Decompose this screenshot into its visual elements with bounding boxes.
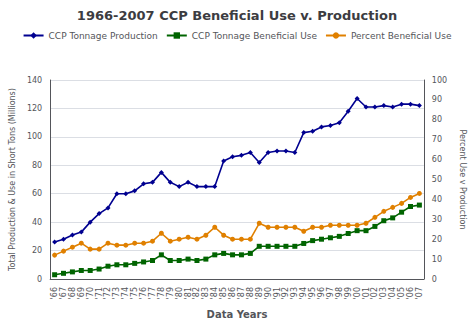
svg-text:100: 100	[432, 76, 447, 85]
svg-text:'68: '68	[68, 287, 77, 299]
svg-text:1966-2007 CCP Beneficial Use v: 1966-2007 CCP Beneficial Use v. Producti…	[77, 8, 397, 23]
svg-text:'66: '66	[50, 287, 59, 299]
svg-text:'98: '98	[335, 287, 344, 299]
svg-text:'72: '72	[103, 287, 112, 299]
svg-text:20: 20	[432, 235, 442, 244]
svg-text:'81: '81	[184, 287, 193, 299]
svg-text:'87: '87	[237, 287, 246, 299]
svg-text:'02: '02	[370, 287, 379, 299]
svg-text:'79: '79	[166, 287, 175, 299]
svg-text:'99: '99	[344, 287, 353, 299]
svg-text:'91: '91	[273, 287, 282, 299]
svg-text:80: 80	[32, 161, 42, 170]
svg-text:CCP Tonnage Production: CCP Tonnage Production	[49, 31, 158, 41]
svg-text:CCP Tonnage Beneficial Use: CCP Tonnage Beneficial Use	[192, 31, 318, 41]
svg-text:'90: '90	[264, 287, 273, 299]
svg-text:'92: '92	[281, 287, 290, 299]
svg-text:10: 10	[432, 255, 442, 264]
svg-text:0: 0	[432, 275, 437, 284]
svg-text:Data Years: Data Years	[207, 309, 268, 320]
svg-text:'00: '00	[353, 287, 362, 299]
svg-text:Percent Beneficial Use: Percent Beneficial Use	[351, 31, 452, 41]
svg-text:'04: '04	[388, 287, 397, 299]
svg-text:'77: '77	[148, 287, 157, 299]
svg-text:'86: '86	[228, 287, 237, 299]
svg-text:90: 90	[432, 95, 442, 104]
svg-text:'74: '74	[121, 287, 130, 299]
svg-text:'70: '70	[86, 287, 95, 299]
svg-text:'82: '82	[192, 287, 201, 299]
svg-text:'95: '95	[308, 287, 317, 299]
svg-text:'93: '93	[290, 287, 299, 299]
svg-text:'73: '73	[112, 287, 121, 299]
svg-text:Percent Use v Production: Percent Use v Production	[458, 130, 467, 230]
svg-text:'69: '69	[77, 287, 86, 299]
svg-text:30: 30	[432, 215, 442, 224]
svg-text:120: 120	[27, 104, 42, 113]
svg-text:'83: '83	[201, 287, 210, 299]
svg-text:'84: '84	[210, 287, 219, 299]
svg-text:'75: '75	[130, 287, 139, 299]
svg-text:0: 0	[37, 275, 42, 284]
svg-text:20: 20	[32, 246, 42, 255]
svg-text:'07: '07	[415, 287, 424, 299]
svg-text:'80: '80	[175, 287, 184, 299]
svg-text:'05: '05	[397, 287, 406, 299]
svg-text:'85: '85	[219, 287, 228, 299]
svg-text:100: 100	[27, 132, 42, 141]
svg-text:60: 60	[432, 155, 442, 164]
svg-text:'94: '94	[299, 287, 308, 299]
svg-text:'03: '03	[379, 287, 388, 299]
svg-text:80: 80	[432, 115, 442, 124]
svg-text:70: 70	[432, 135, 442, 144]
svg-text:Total Production & Use in Shor: Total Production & Use in Short Tons (Mi…	[8, 88, 17, 272]
svg-text:140: 140	[27, 76, 42, 85]
svg-text:'89: '89	[255, 287, 264, 299]
svg-text:'97: '97	[326, 287, 335, 299]
svg-text:60: 60	[32, 189, 42, 198]
svg-text:40: 40	[32, 218, 42, 227]
svg-text:40: 40	[432, 195, 442, 204]
svg-text:'01: '01	[362, 287, 371, 299]
svg-text:'06: '06	[406, 287, 415, 299]
svg-text:50: 50	[432, 175, 442, 184]
svg-text:'71: '71	[95, 287, 104, 299]
svg-text:'88: '88	[246, 287, 255, 299]
svg-text:'67: '67	[59, 287, 68, 299]
svg-text:'96: '96	[317, 287, 326, 299]
svg-text:'76: '76	[139, 287, 148, 299]
svg-text:'78: '78	[157, 287, 166, 299]
